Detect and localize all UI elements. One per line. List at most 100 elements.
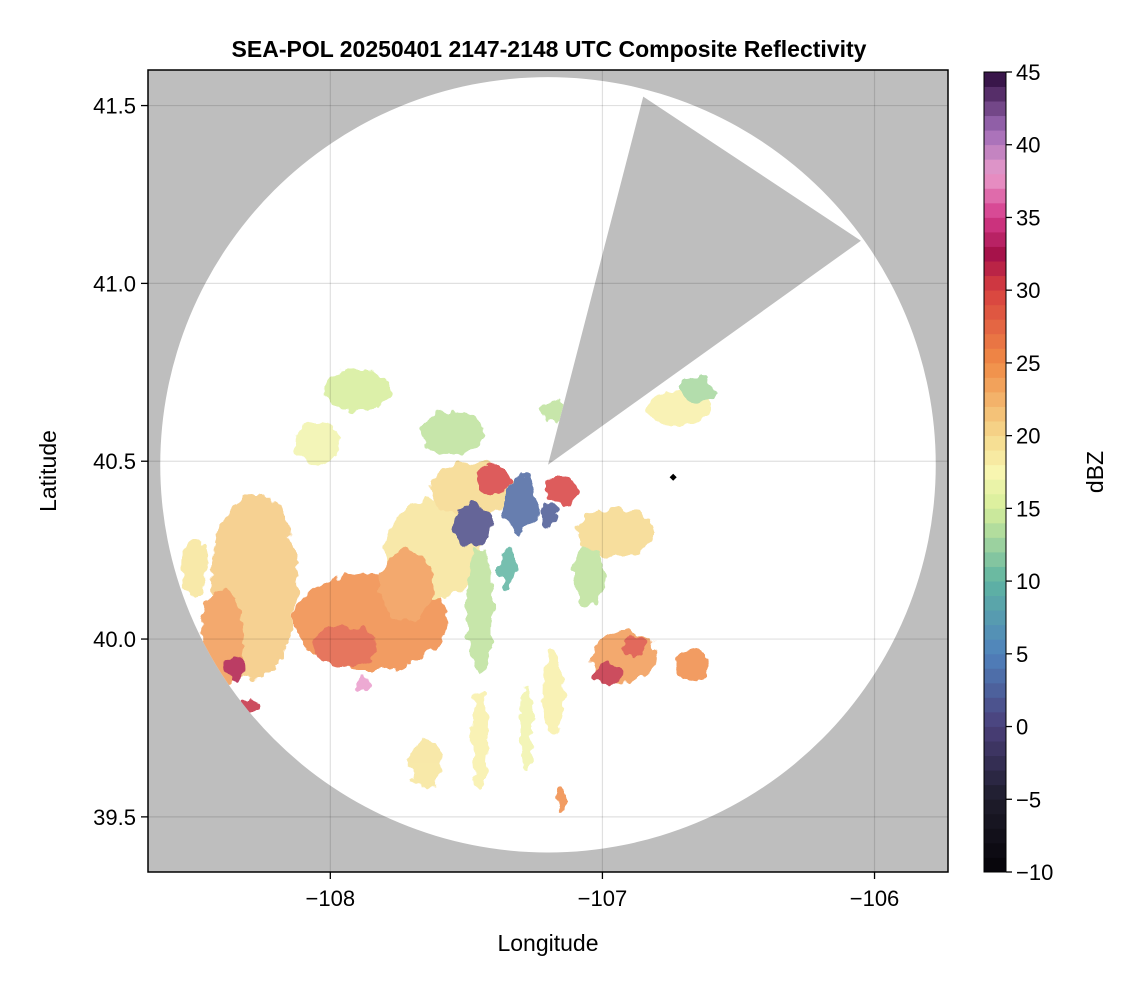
echo-region	[324, 368, 391, 412]
echo-region	[681, 375, 714, 405]
x-axis: −108 −107 −106	[306, 872, 900, 911]
echo-region	[477, 464, 510, 494]
colorbar-band	[984, 741, 1006, 757]
colorbar-band	[984, 173, 1006, 189]
colorbar-band	[984, 275, 1006, 291]
colorbar-label: dBZ	[1082, 451, 1108, 493]
colorbar-band	[984, 653, 1006, 669]
colorbar-band	[984, 319, 1006, 335]
echo-region	[545, 475, 578, 504]
radar-site-marker	[669, 473, 677, 481]
echo-region	[452, 503, 491, 547]
y-tick-label: 40.5	[93, 449, 136, 474]
colorbar-band	[984, 72, 1006, 87]
colorbar-tick-label: 20	[1016, 424, 1040, 449]
echo-region	[409, 738, 442, 789]
echo-region	[675, 646, 709, 682]
echo-region	[180, 539, 208, 597]
colorbar-band	[984, 290, 1006, 306]
colorbar-bands	[984, 72, 1006, 873]
colorbar-band	[984, 304, 1006, 320]
echo-region	[594, 663, 622, 686]
colorbar-band	[984, 421, 1006, 437]
echo-region	[354, 678, 372, 693]
colorbar-band	[984, 188, 1006, 204]
colorbar-band	[984, 435, 1006, 451]
echo-region	[577, 507, 655, 558]
colorbar-band	[984, 552, 1006, 567]
colorbar-tick-label: 45	[1016, 60, 1040, 85]
colorbar-tick-label: 10	[1016, 569, 1040, 594]
colorbar-tick-label: 25	[1016, 351, 1040, 376]
colorbar-band	[984, 799, 1006, 815]
colorbar-band	[984, 101, 1006, 117]
colorbar-band	[984, 202, 1006, 218]
x-tick-label: −107	[578, 886, 628, 911]
colorbar-band	[984, 712, 1006, 727]
colorbar-band	[984, 508, 1006, 524]
colorbar-band	[984, 464, 1006, 480]
colorbar-band	[984, 348, 1006, 364]
colorbar-band	[984, 130, 1006, 146]
colorbar-band	[984, 610, 1006, 626]
echo-region	[379, 550, 434, 622]
colorbar-band	[984, 857, 1006, 873]
chart-title: SEA-POL 20250401 2147-2148 UTC Composite…	[232, 36, 867, 62]
colorbar-band	[984, 537, 1006, 553]
colorbar-band	[984, 581, 1006, 597]
y-tick-label: 41.0	[93, 271, 136, 296]
colorbar-band	[984, 392, 1006, 407]
colorbar-tick-label: 5	[1016, 642, 1028, 667]
colorbar-tick-label: 40	[1016, 133, 1040, 158]
colorbar-band	[984, 333, 1006, 349]
echo-region	[294, 422, 339, 465]
colorbar-band	[984, 842, 1006, 858]
echo-region	[311, 624, 377, 668]
colorbar-ticks: 45 40 35 30 25 20 15 10 5 0 −5 −10	[1006, 60, 1053, 885]
colorbar-band	[984, 377, 1006, 393]
y-axis-label: Latitude	[35, 430, 61, 512]
y-tick-label: 39.5	[93, 805, 136, 830]
colorbar-band	[984, 813, 1006, 829]
echo-region	[542, 649, 565, 736]
colorbar-band	[984, 522, 1006, 538]
colorbar-tick-label: −5	[1016, 787, 1041, 812]
y-tick-label: 41.5	[93, 94, 136, 119]
echo-region	[572, 546, 606, 604]
y-tick-label: 40.0	[93, 627, 136, 652]
echo-region	[420, 411, 486, 455]
colorbar: 45 40 35 30 25 20 15 10 5 0 −5 −10 dBZ	[983, 60, 1108, 885]
echo-region	[466, 546, 494, 675]
colorbar-band	[984, 246, 1006, 262]
reflectivity-echoes	[180, 368, 714, 810]
colorbar-band	[984, 261, 1006, 277]
echo-region	[542, 400, 565, 423]
echo-region	[504, 475, 538, 533]
colorbar-band	[984, 406, 1006, 422]
colorbar-band	[984, 217, 1006, 233]
x-tick-label: −106	[850, 886, 900, 911]
colorbar-tick-label: 35	[1016, 205, 1040, 230]
echo-region	[624, 635, 646, 657]
colorbar-band	[984, 755, 1006, 771]
radar-coverage-area	[160, 77, 936, 853]
colorbar-band	[984, 624, 1006, 640]
colorbar-band	[984, 726, 1006, 742]
echo-region	[537, 503, 559, 526]
colorbar-band	[984, 828, 1006, 844]
colorbar-band	[984, 595, 1006, 611]
echo-region	[556, 788, 568, 810]
echo-region	[471, 688, 489, 789]
colorbar-band	[984, 784, 1006, 800]
colorbar-band	[984, 639, 1006, 655]
colorbar-band	[984, 450, 1006, 466]
x-tick-label: −108	[306, 886, 356, 911]
colorbar-band	[984, 566, 1006, 582]
colorbar-tick-label: 30	[1016, 278, 1040, 303]
colorbar-band	[984, 668, 1006, 684]
echo-region	[224, 656, 246, 679]
colorbar-band	[984, 493, 1006, 509]
colorbar-band	[984, 770, 1006, 786]
echo-region	[499, 546, 516, 590]
